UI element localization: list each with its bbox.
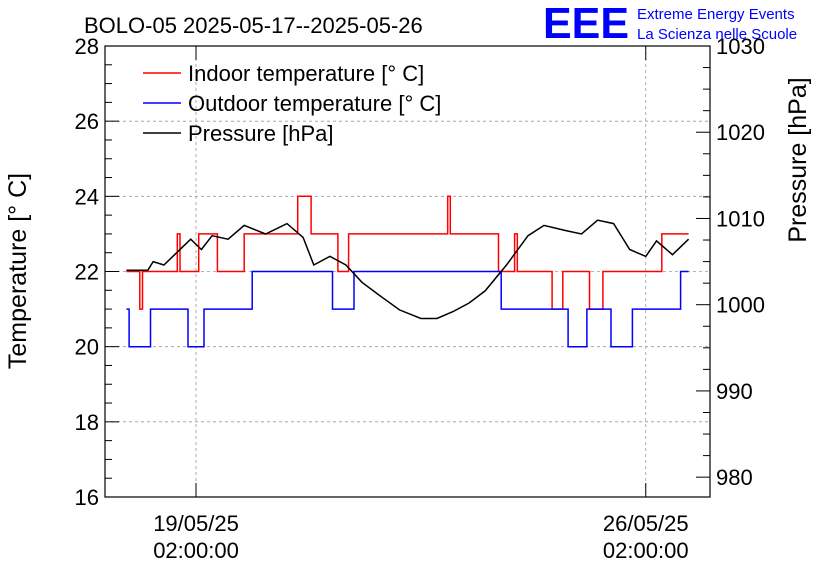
y-tick-label: 24: [75, 184, 99, 209]
y-tick-label: 26: [75, 109, 99, 134]
y2-axis-title: Pressure [hPa]: [784, 77, 812, 242]
eee-logo: EEE: [543, 0, 629, 48]
indoor-temperature-line: [126, 195, 689, 310]
y2-tick-label: 980: [716, 465, 753, 490]
y-tick-label: 16: [75, 485, 99, 510]
y-tick-label: 28: [75, 34, 99, 59]
y-axis-title: Temperature [° C]: [4, 173, 32, 369]
pressure-line: [126, 219, 690, 320]
legend-indoor-label: Indoor temperature [° C]: [188, 61, 424, 86]
x-tick-date-label: 26/05/25: [603, 511, 689, 536]
outdoor-temperature-line: [126, 270, 689, 348]
y2-tick-label: 1030: [716, 34, 765, 59]
y-tick-label: 18: [75, 410, 99, 435]
y2-tick-label: 1010: [716, 206, 765, 231]
y2-tick-label: 1020: [716, 120, 765, 145]
legend: Indoor temperature [° C] Outdoor tempera…: [143, 61, 441, 146]
legend-pressure-label: Pressure [hPa]: [188, 121, 334, 146]
y-tick-label: 20: [75, 335, 99, 360]
logo-line-2: La Scienza nelle Scuole: [637, 26, 797, 43]
x-tick-time-label: 02:00:00: [153, 538, 239, 563]
y-tick-label: 22: [75, 260, 99, 285]
logo-line-1: Extreme Energy Events: [637, 6, 795, 23]
legend-outdoor-label: Outdoor temperature [° C]: [188, 91, 441, 116]
y2-tick-label: 990: [716, 379, 753, 404]
x-tick-date-label: 19/05/25: [153, 511, 239, 536]
y2-tick-label: 1000: [716, 293, 765, 318]
x-tick-time-label: 02:00:00: [603, 538, 689, 563]
chart-title: BOLO-05 2025-05-17--2025-05-26: [84, 13, 423, 38]
